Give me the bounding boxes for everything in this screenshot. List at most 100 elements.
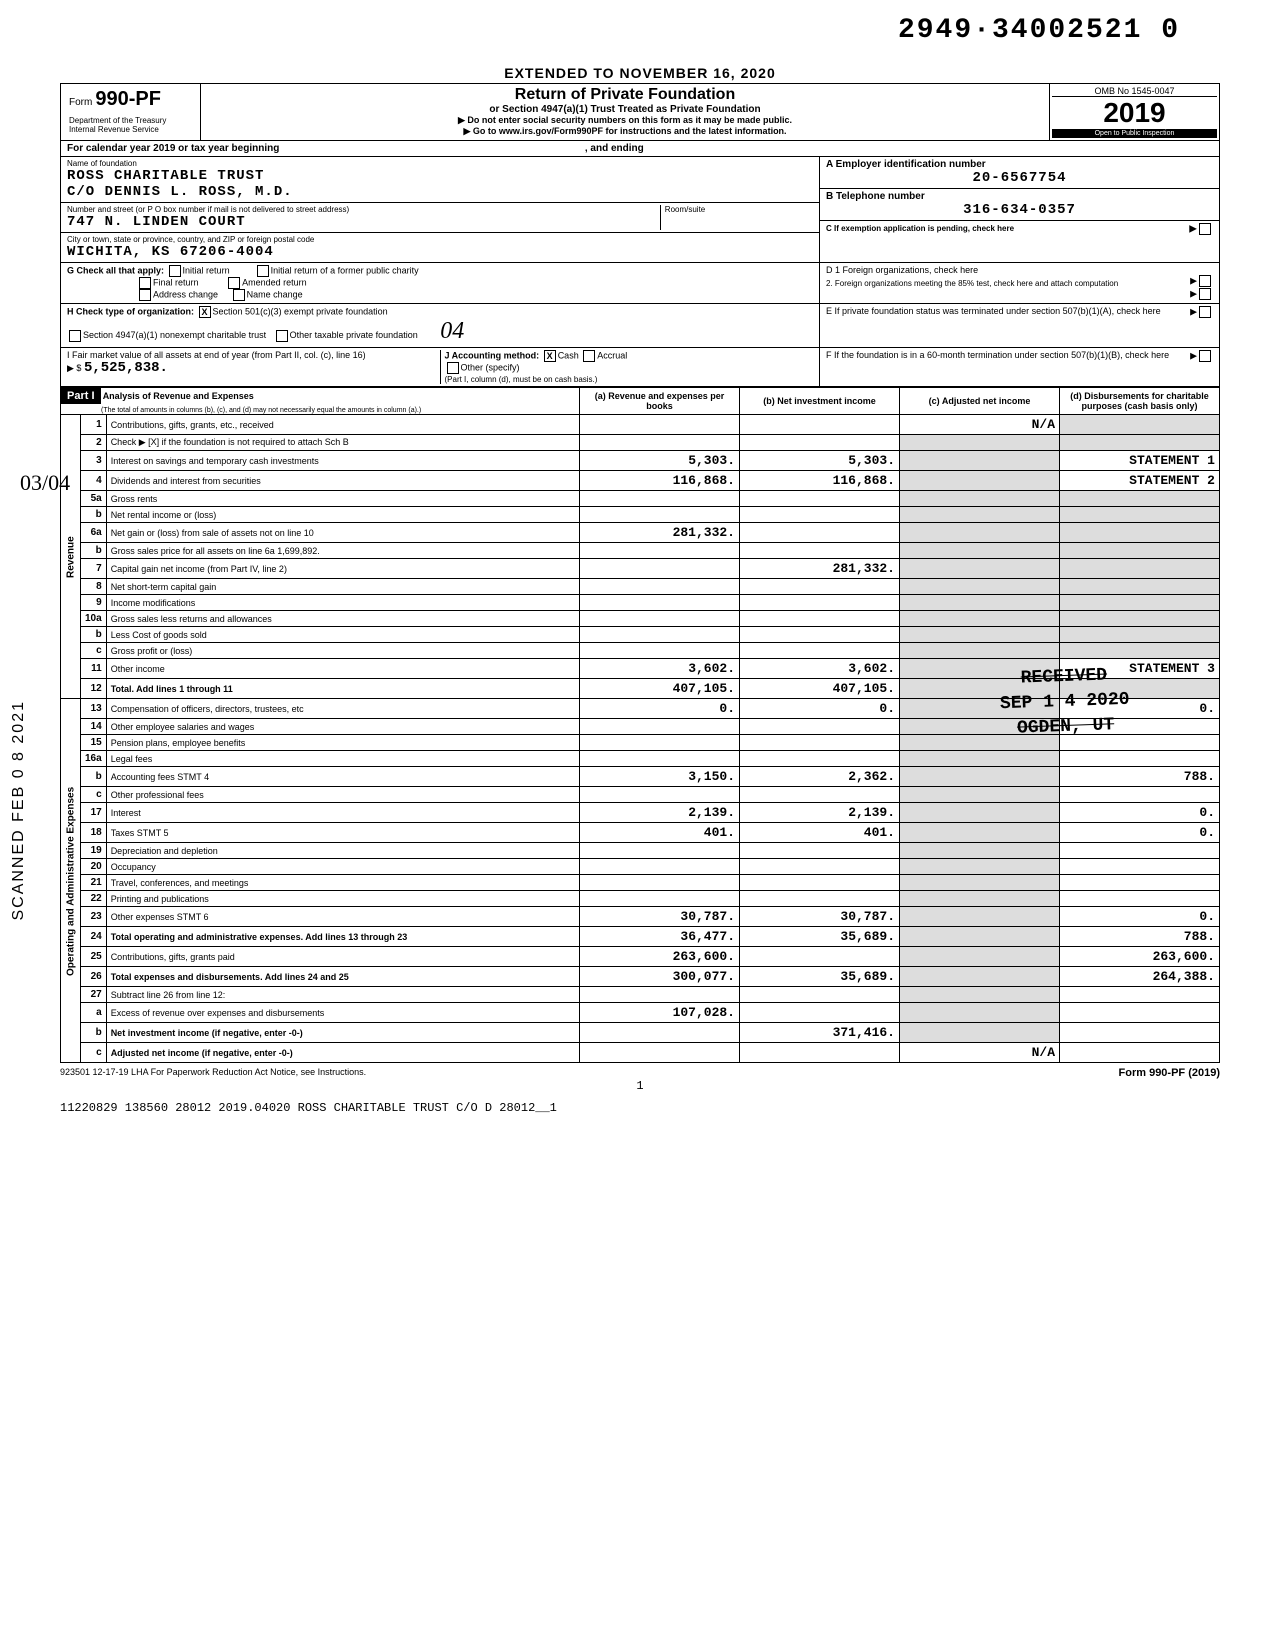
- row-label: Excess of revenue over expenses and disb…: [106, 1003, 579, 1023]
- form-subtitle: or Section 4947(a)(1) Trust Treated as P…: [205, 104, 1045, 115]
- cell-b: [740, 891, 900, 907]
- c-label: C If exemption application is pending, c…: [826, 224, 1014, 233]
- cell-c: [900, 859, 1060, 875]
- g-opt-3: Initial return of a former public charit…: [271, 265, 419, 275]
- form-number-box: Form 990-PF Department of the Treasury I…: [61, 84, 201, 140]
- cell-c: [900, 767, 1060, 787]
- line-number: 3: [81, 451, 107, 471]
- cell-c: [900, 435, 1060, 451]
- line-number: 8: [81, 579, 107, 595]
- row-label: Adjusted net income (if negative, enter …: [106, 1043, 579, 1063]
- cell-c: [900, 523, 1060, 543]
- received-line3: OGDEN, UT: [1001, 713, 1131, 743]
- h-501c3[interactable]: X: [199, 306, 211, 318]
- part1-sub: (The total of amounts in columns (b), (c…: [61, 407, 421, 414]
- cell-d: [1060, 543, 1220, 559]
- table-row: 3Interest on savings and temporary cash …: [61, 451, 1220, 471]
- row-label: Other income: [106, 659, 579, 679]
- footer: 923501 12-17-19 LHA For Paperwork Reduct…: [60, 1067, 1220, 1079]
- cell-d: [1060, 559, 1220, 579]
- cell-a: [580, 1043, 740, 1063]
- line-number: 21: [81, 875, 107, 891]
- cell-d: [1060, 891, 1220, 907]
- row-label: Printing and publications: [106, 891, 579, 907]
- table-row: 16aLegal fees: [61, 751, 1220, 767]
- cell-d: [1060, 751, 1220, 767]
- omb-number: OMB No 1545-0047: [1052, 86, 1217, 97]
- table-row: cOther professional fees: [61, 787, 1220, 803]
- g-opt-4: Amended return: [242, 277, 307, 287]
- cell-d: [1060, 843, 1220, 859]
- cell-b: 3,602.: [740, 659, 900, 679]
- header-title-box: Return of Private Foundation or Section …: [201, 84, 1049, 140]
- g-address-change[interactable]: [139, 289, 151, 301]
- j-other[interactable]: [447, 362, 459, 374]
- j-accrual[interactable]: [583, 350, 595, 362]
- cell-d: 788.: [1060, 927, 1220, 947]
- h-4947[interactable]: [69, 330, 81, 342]
- table-row: 8Net short-term capital gain: [61, 579, 1220, 595]
- line-number: 17: [81, 803, 107, 823]
- h-opt-3: Other taxable private foundation: [290, 330, 418, 340]
- d2-checkbox[interactable]: [1199, 288, 1211, 300]
- public-inspection: Open to Public Inspection: [1052, 129, 1217, 138]
- f-checkbox[interactable]: [1199, 350, 1211, 362]
- table-row: 26Total expenses and disbursements. Add …: [61, 967, 1220, 987]
- table-row: 6aNet gain or (loss) from sale of assets…: [61, 523, 1220, 543]
- cell-c: [900, 751, 1060, 767]
- line-number: 24: [81, 927, 107, 947]
- footer-right: Form 990-PF (2019): [1119, 1067, 1220, 1079]
- g-former-charity[interactable]: [257, 265, 269, 277]
- cell-b: 371,416.: [740, 1023, 900, 1043]
- row-label: Taxes STMT 5: [106, 823, 579, 843]
- cell-c: N/A: [900, 1043, 1060, 1063]
- cell-a: 36,477.: [580, 927, 740, 947]
- cell-a: [580, 987, 740, 1003]
- table-row: bNet investment income (if negative, ent…: [61, 1023, 1220, 1043]
- g-opt-1: Final return: [153, 277, 199, 287]
- cell-c: [900, 967, 1060, 987]
- c-checkbox[interactable]: [1199, 223, 1211, 235]
- j-cash[interactable]: X: [544, 350, 556, 362]
- g-amended[interactable]: [228, 277, 240, 289]
- cell-d: [1060, 415, 1220, 435]
- cell-a: 116,868.: [580, 471, 740, 491]
- tax-year: 2019: [1052, 97, 1217, 129]
- row-label: Total operating and administrative expen…: [106, 927, 579, 947]
- table-row: 9Income modifications: [61, 595, 1220, 611]
- cell-a: 281,332.: [580, 523, 740, 543]
- table-row: 20Occupancy: [61, 859, 1220, 875]
- cell-c: [900, 1003, 1060, 1023]
- line-number: 6a: [81, 523, 107, 543]
- cell-b: 35,689.: [740, 927, 900, 947]
- table-row: 19Depreciation and depletion: [61, 843, 1220, 859]
- row-label: Net gain or (loss) from sale of assets n…: [106, 523, 579, 543]
- cell-b: [740, 735, 900, 751]
- cell-b: [740, 491, 900, 507]
- d1-checkbox[interactable]: [1199, 275, 1211, 287]
- street-address: 747 N. LINDEN COURT: [67, 214, 660, 230]
- cell-d: 788.: [1060, 767, 1220, 787]
- g-final-return[interactable]: [139, 277, 151, 289]
- cell-a: 107,028.: [580, 1003, 740, 1023]
- cell-b: 2,139.: [740, 803, 900, 823]
- cell-d: [1060, 435, 1220, 451]
- h-other[interactable]: [276, 330, 288, 342]
- line-number: 16a: [81, 751, 107, 767]
- line-number: 25: [81, 947, 107, 967]
- cell-a: 5,303.: [580, 451, 740, 471]
- ein-value: 20-6567754: [826, 170, 1213, 186]
- cell-c: [900, 987, 1060, 1003]
- g-name-change[interactable]: [233, 289, 245, 301]
- cell-b: [740, 751, 900, 767]
- g-initial-return[interactable]: [169, 265, 181, 277]
- e-checkbox[interactable]: [1199, 306, 1211, 318]
- cell-d: [1060, 595, 1220, 611]
- cell-c: N/A: [900, 415, 1060, 435]
- cell-c: [900, 823, 1060, 843]
- table-row: 21Travel, conferences, and meetings: [61, 875, 1220, 891]
- dept-text: Department of the Treasury Internal Reve…: [69, 117, 192, 135]
- form-header: Form 990-PF Department of the Treasury I…: [60, 83, 1220, 141]
- cell-a: 30,787.: [580, 907, 740, 927]
- row-label: Occupancy: [106, 859, 579, 875]
